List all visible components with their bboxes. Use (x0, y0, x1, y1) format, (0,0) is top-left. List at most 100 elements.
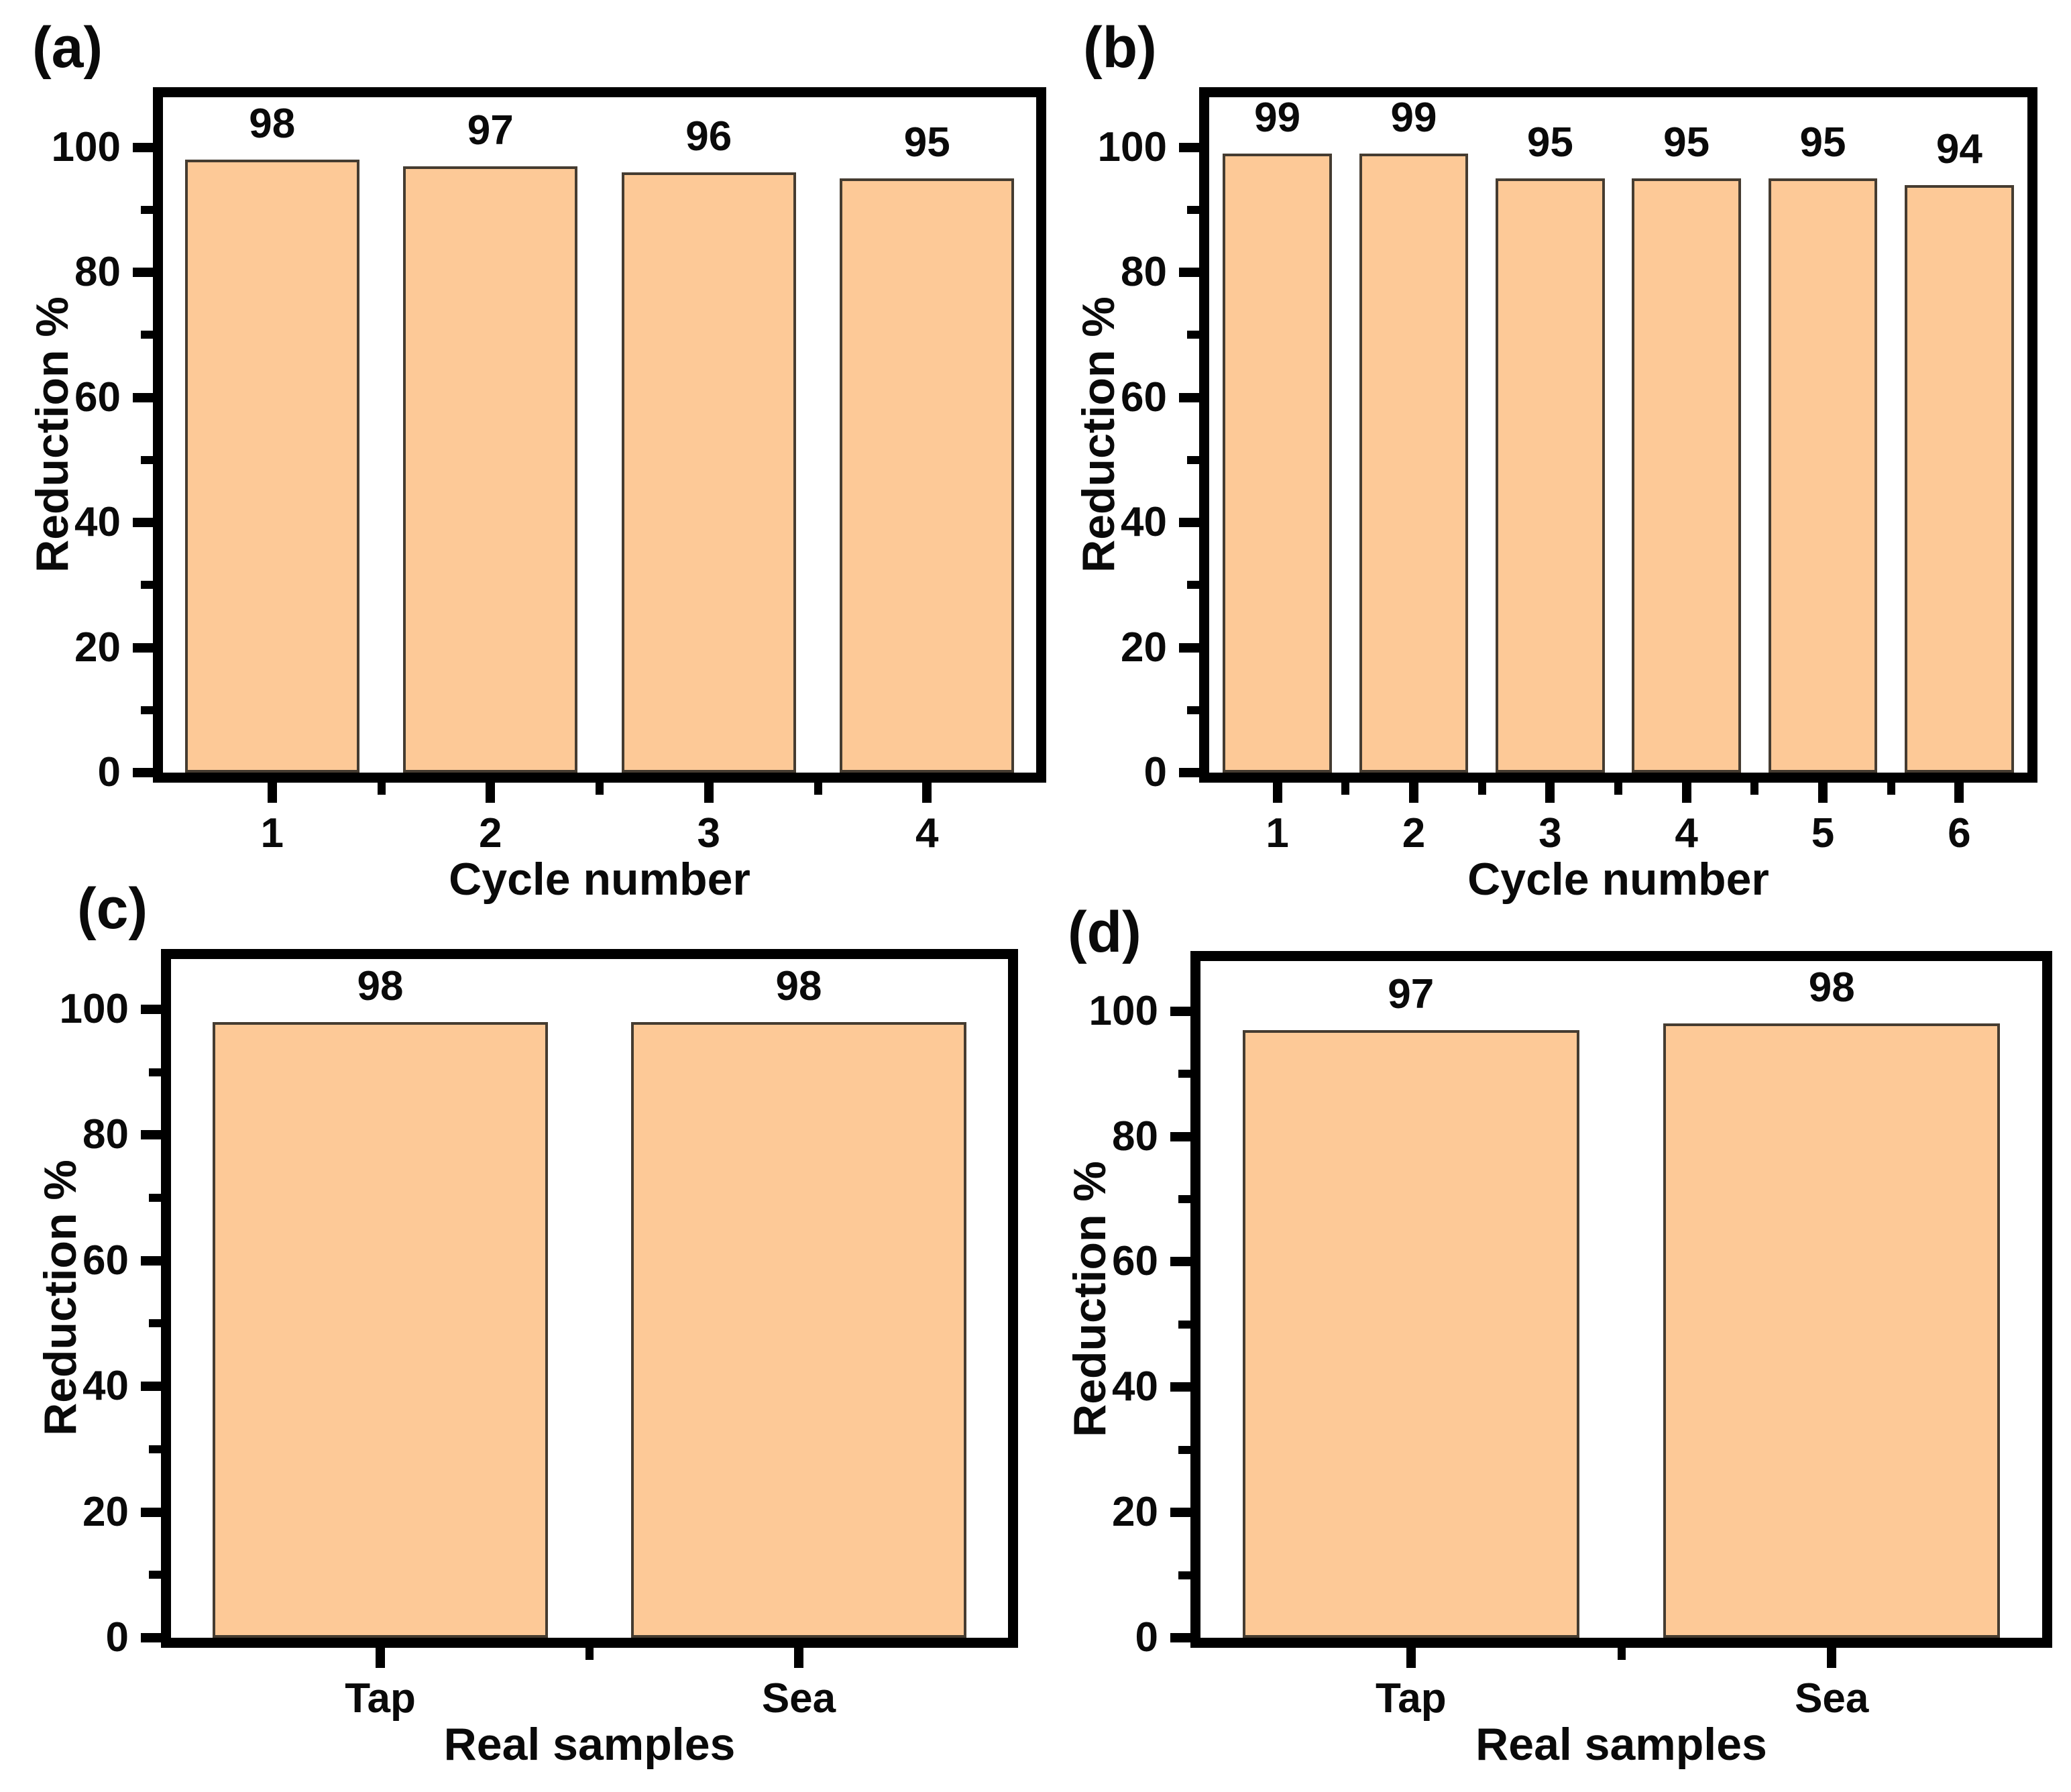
y-tick-label: 0 (97, 749, 121, 795)
x-tick-label: 3 (1538, 810, 1562, 856)
panel-c-label: (c) (77, 877, 148, 941)
y-major-tick (141, 1507, 161, 1517)
bar (621, 172, 796, 773)
x-axis-title: Real samples (443, 1719, 736, 1770)
bar-value-label: 94 (1936, 125, 1982, 172)
bar (1768, 178, 1878, 773)
y-major-tick (1170, 1257, 1190, 1267)
y-major-tick (141, 1004, 161, 1014)
x-tick-label: Tap (345, 1675, 416, 1722)
y-minor-tick (1178, 1571, 1190, 1579)
y-tick-label: 40 (82, 1363, 129, 1410)
y-minor-tick (149, 1319, 161, 1328)
x-tick-label: 2 (479, 810, 502, 856)
y-minor-tick (141, 581, 153, 590)
x-tick-label: 6 (1948, 810, 1971, 856)
bar (1496, 178, 1605, 773)
y-major-tick (1179, 642, 1199, 653)
y-tick-label: 80 (1121, 249, 1167, 296)
panel-d-label: (d) (1068, 900, 1141, 964)
y-major-tick (1170, 1131, 1190, 1141)
x-major-tick (704, 783, 714, 803)
x-major-tick (1818, 783, 1828, 803)
bar (631, 1021, 966, 1638)
x-tick-label: 1 (1266, 810, 1289, 856)
x-major-tick (1681, 783, 1691, 803)
y-minor-tick (1178, 1320, 1190, 1329)
bar (213, 1021, 548, 1638)
x-tick-label: 5 (1811, 810, 1835, 856)
y-major-tick (1179, 392, 1199, 402)
y-minor-tick (141, 205, 153, 214)
y-major-tick (1170, 1006, 1190, 1016)
panel-a-label: (a) (32, 15, 103, 80)
bar-value-label: 98 (1808, 964, 1855, 1011)
x-minor-tick (814, 783, 822, 795)
x-tick-label: 2 (1402, 810, 1426, 856)
y-tick-label: 40 (1121, 499, 1167, 546)
y-minor-tick (149, 1068, 161, 1076)
bar-value-label: 99 (1390, 94, 1437, 141)
panel-b: (b) Reduction % Cycle number 0 20 40 60 80 10… (1060, 0, 2071, 905)
y-tick-label: 20 (1112, 1489, 1158, 1536)
x-tick-label: 4 (1675, 810, 1698, 856)
y-tick-label: 80 (1112, 1113, 1158, 1160)
y-minor-tick (141, 331, 153, 339)
y-minor-tick (1187, 581, 1199, 590)
bar-value-label: 95 (1799, 119, 1846, 166)
bar-value-label: 99 (1254, 94, 1301, 141)
y-major-tick (1179, 142, 1199, 152)
x-major-tick (486, 783, 496, 803)
y-major-tick (1170, 1508, 1190, 1518)
bar (1359, 153, 1469, 773)
x-minor-tick (1617, 1648, 1626, 1660)
x-major-tick (1272, 783, 1282, 803)
y-tick-label: 40 (1112, 1363, 1158, 1410)
y-tick-label: 80 (74, 249, 121, 296)
y-major-tick (1170, 1633, 1190, 1642)
y-tick-label: 100 (59, 985, 129, 1032)
y-tick-label: 0 (105, 1614, 129, 1661)
plot-area (1190, 951, 2052, 1648)
x-minor-tick (1750, 783, 1759, 795)
x-major-tick (1545, 783, 1555, 803)
y-tick-label: 60 (74, 374, 121, 421)
y-minor-tick (1178, 1195, 1190, 1204)
y-minor-tick (1178, 1445, 1190, 1454)
bar (1242, 1029, 1579, 1638)
bar-value-label: 98 (357, 962, 404, 1009)
x-major-tick (922, 783, 932, 803)
y-tick-label: 100 (1088, 987, 1158, 1034)
x-major-tick (1954, 783, 1964, 803)
y-tick-label: 20 (74, 624, 121, 671)
plot-area (1199, 87, 2037, 783)
bar (184, 160, 359, 773)
x-minor-tick (585, 1648, 594, 1660)
panel-d: (d) Reduction % Real samples 0 20 40 60 80 10… (1060, 896, 2071, 1792)
x-major-tick (1827, 1648, 1837, 1668)
y-tick-label: 60 (1121, 374, 1167, 421)
bar-value-label: 98 (249, 101, 296, 148)
bar (1905, 184, 2014, 773)
bar-value-label: 97 (467, 107, 514, 154)
x-tick-label: 1 (260, 810, 284, 856)
y-minor-tick (1187, 706, 1199, 714)
plot-area (161, 949, 1018, 1648)
y-tick-label: 100 (51, 123, 121, 170)
x-minor-tick (596, 783, 604, 795)
bar-value-label: 97 (1388, 970, 1435, 1017)
panel-b-label: (b) (1083, 15, 1157, 80)
y-major-tick (133, 142, 153, 152)
y-major-tick (1179, 268, 1199, 278)
bar (1223, 153, 1332, 773)
x-major-tick (267, 783, 277, 803)
y-tick-label: 80 (82, 1111, 129, 1158)
bar-value-label: 95 (903, 119, 950, 166)
x-minor-tick (1477, 783, 1486, 795)
y-minor-tick (141, 706, 153, 714)
x-axis-title: Cycle number (1467, 854, 1769, 905)
y-major-tick (133, 268, 153, 278)
y-major-tick (1179, 768, 1199, 777)
y-minor-tick (149, 1571, 161, 1579)
